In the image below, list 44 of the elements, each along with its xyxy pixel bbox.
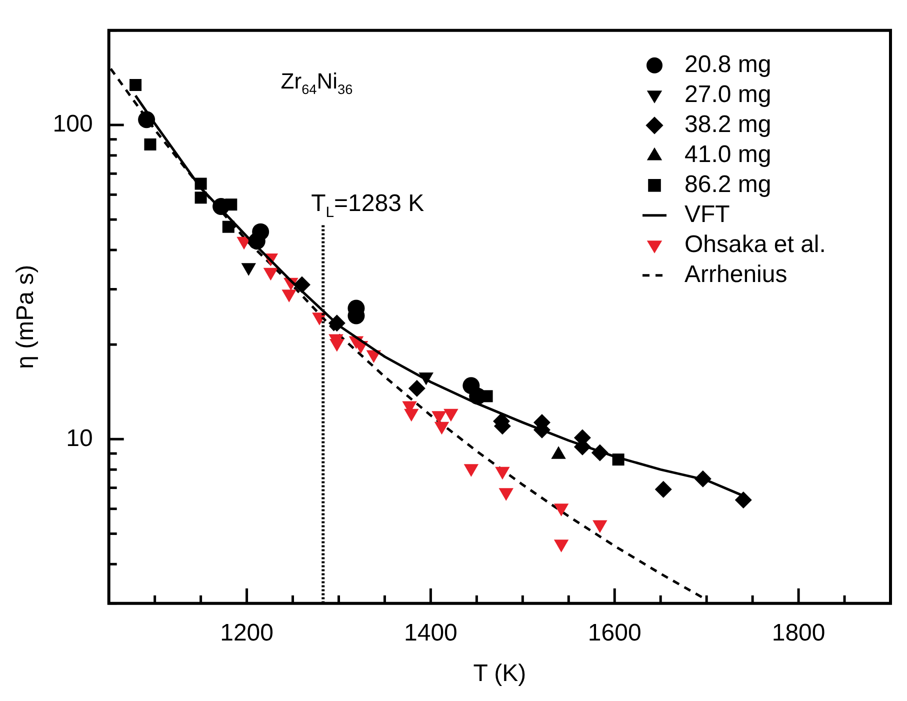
point — [591, 444, 608, 462]
legend-label: 27.0 mg — [684, 81, 772, 108]
point — [444, 408, 458, 422]
point — [498, 488, 514, 501]
point — [404, 408, 419, 422]
point — [408, 380, 426, 397]
point — [194, 178, 207, 190]
legend-label: 38.2 mg — [684, 111, 772, 138]
x-axis-title: T (K) — [473, 660, 526, 688]
point — [464, 464, 479, 477]
point — [734, 492, 752, 509]
x-tick-label: 1600 — [588, 619, 642, 646]
legend-label: 20.8 mg — [684, 51, 772, 78]
y-axis-title: η (mPa s) — [12, 264, 40, 369]
point — [554, 504, 569, 516]
legend-label: 86.2 mg — [684, 171, 772, 198]
point — [222, 220, 234, 233]
legend-label: 41.0 mg — [684, 141, 772, 168]
point — [194, 192, 207, 204]
point — [694, 470, 712, 488]
x-tick-label: 1800 — [772, 619, 826, 646]
point — [612, 454, 624, 466]
legend-label: Ohsaka et al. — [684, 231, 826, 258]
x-tick-label: 1400 — [404, 619, 458, 646]
legend-label: VFT — [684, 201, 730, 228]
point — [330, 338, 344, 352]
point — [293, 276, 310, 294]
legend-label: Arrhenius — [684, 261, 788, 288]
point — [434, 422, 450, 435]
point — [432, 411, 446, 424]
point — [495, 466, 510, 480]
y-tick-label: 10 — [66, 424, 93, 452]
y-tick-label: 100 — [52, 110, 93, 138]
x-tick-label: 1200 — [220, 619, 274, 646]
point — [212, 198, 230, 216]
point — [418, 372, 434, 386]
point — [144, 138, 156, 150]
point — [554, 540, 569, 552]
point — [138, 111, 156, 128]
point — [592, 520, 608, 533]
point — [130, 79, 142, 92]
point — [328, 314, 346, 332]
point — [654, 480, 672, 498]
point — [248, 232, 266, 250]
